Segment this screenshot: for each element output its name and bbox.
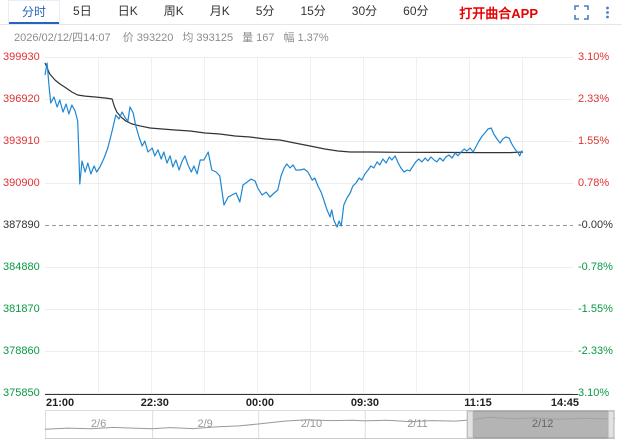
- tab-6[interactable]: 5分: [255, 4, 275, 18]
- info-field-value: 393220: [136, 32, 174, 44]
- info-field-value: 1.37%: [297, 32, 329, 44]
- tab-bar-right: 打开曲合APP: [459, 0, 616, 24]
- navigator-selection[interactable]: [469, 410, 615, 439]
- tab-9[interactable]: 60分: [403, 4, 429, 18]
- info-field-value: 393125: [196, 32, 234, 44]
- datetime-label: 2026/02/12/四14:07: [14, 32, 111, 44]
- navigator-selection-handle-left[interactable]: [466, 410, 474, 439]
- fullscreen-icon[interactable]: [572, 3, 590, 21]
- info-fields: 价 393220 均 393125 量 167 幅 1.37%: [114, 32, 329, 44]
- average-line: [44, 62, 523, 154]
- kebab-menu-icon[interactable]: [598, 3, 616, 21]
- tab-bar: 分时 5日 日K 周K 月K 5分 15分 30分 60分 打开曲合APP: [0, 0, 622, 25]
- tab-7[interactable]: 15分: [300, 4, 326, 18]
- tab-bar-tabs: 分时 5日 日K 周K 月K 5分 15分 30分 60分: [8, 0, 442, 24]
- info-field-label: 幅: [283, 32, 295, 44]
- tab-3[interactable]: 日K: [117, 4, 138, 18]
- tab-4[interactable]: 周K: [163, 4, 184, 18]
- tab-5[interactable]: 月K: [209, 4, 230, 18]
- info-field-label: 价: [122, 32, 134, 44]
- price-line: [44, 62, 524, 228]
- info-field-value: 167: [256, 32, 275, 44]
- navigator-selection-handle-right[interactable]: [607, 410, 615, 439]
- info-bar: 2026/02/12/四14:07 价 393220 均 393125 量 167 幅 1.3…: [14, 29, 329, 45]
- tab-1[interactable]: 分时: [8, 0, 61, 24]
- info-field-label: 均: [182, 32, 194, 44]
- info-field-label: 量: [242, 32, 254, 44]
- tab-2[interactable]: 5日: [73, 4, 92, 18]
- tab-8[interactable]: 30分: [351, 4, 378, 18]
- open-app-link[interactable]: 打开曲合APP: [459, 5, 538, 21]
